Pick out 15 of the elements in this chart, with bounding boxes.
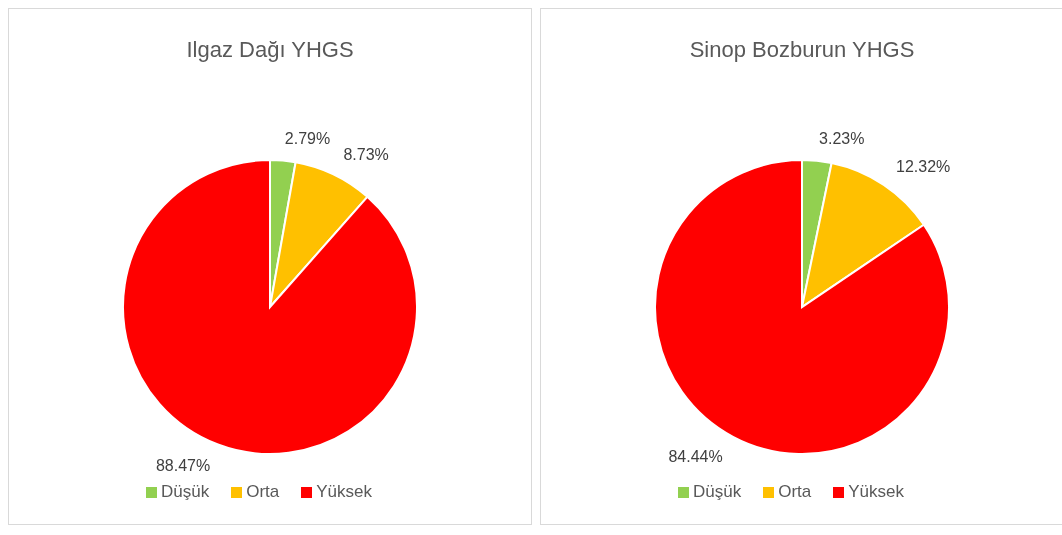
legend-label: Düşük (693, 482, 742, 501)
data-label: 88.47% (155, 456, 211, 474)
legend-label: Yüksek (316, 482, 372, 501)
data-label: 8.73% (343, 146, 389, 164)
data-label: 3.23% (819, 130, 865, 148)
legend-label: Orta (246, 482, 280, 501)
data-label: 2.79% (284, 130, 331, 148)
data-label: 84.44% (668, 447, 723, 465)
legend-label: Düşük (161, 482, 210, 501)
data-label: 12.32% (896, 158, 951, 176)
legend-label: Yüksek (848, 482, 904, 501)
pie-slice (122, 159, 418, 455)
chart-title: Ilgaz Dağı YHGS (185, 37, 355, 64)
chart-title: Sinop Bozburun YHGS (688, 37, 916, 64)
legend-label: Orta (778, 482, 812, 501)
